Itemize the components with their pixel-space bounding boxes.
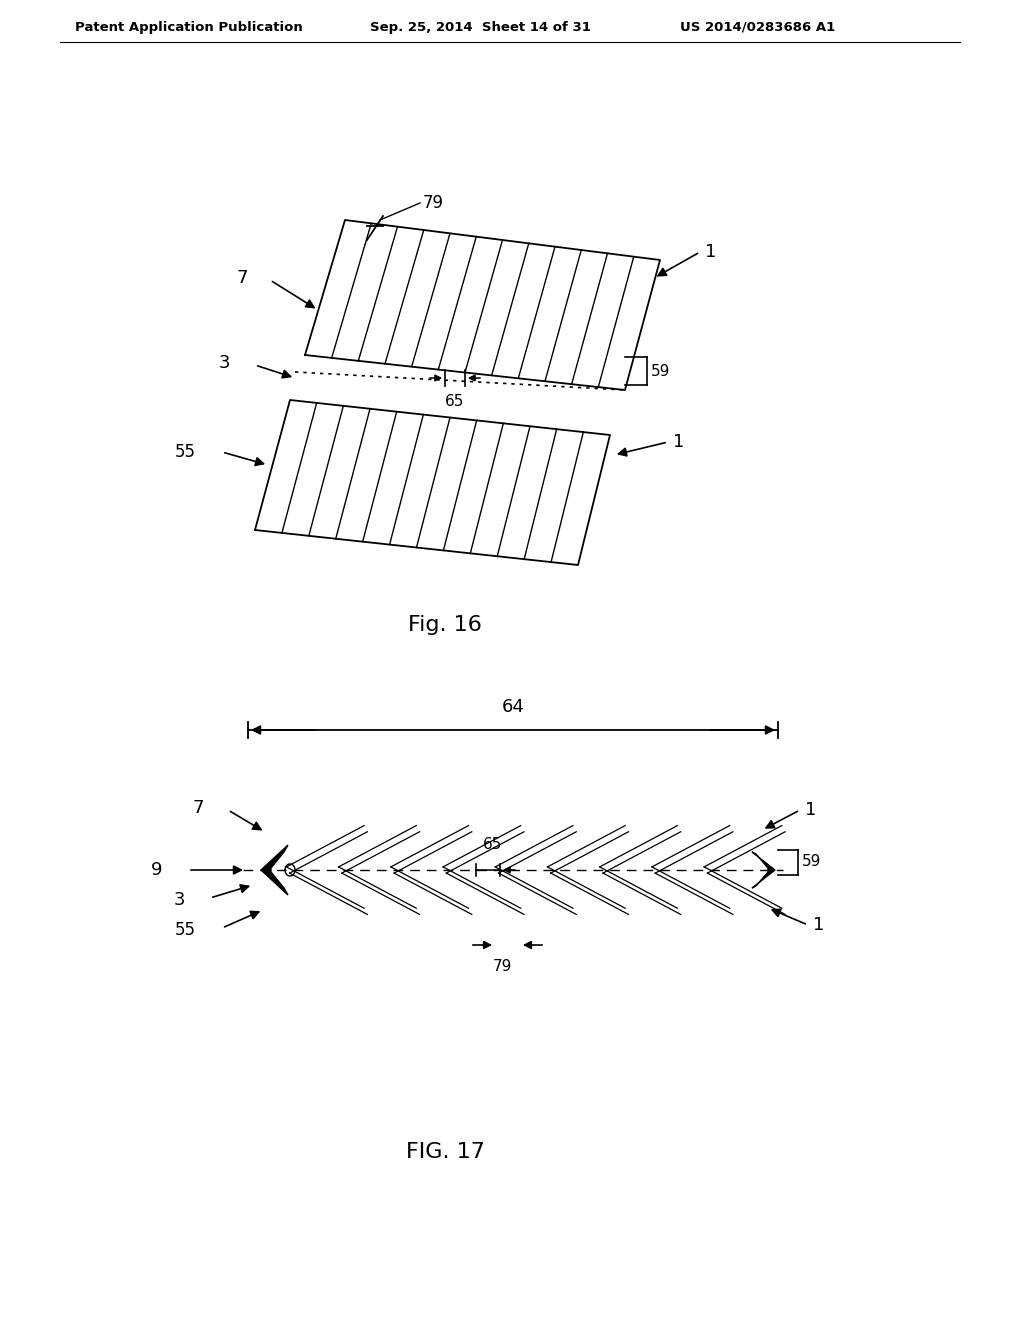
Text: 3: 3 <box>173 891 185 909</box>
Polygon shape <box>752 851 775 888</box>
Text: 55: 55 <box>175 444 196 461</box>
Text: 55: 55 <box>175 921 196 939</box>
Text: 59: 59 <box>802 854 821 870</box>
Text: 65: 65 <box>445 393 465 409</box>
Text: 1: 1 <box>805 801 816 818</box>
Text: 64: 64 <box>502 698 524 715</box>
Text: 7: 7 <box>237 269 248 286</box>
Text: 7: 7 <box>193 799 204 817</box>
Text: Fig. 16: Fig. 16 <box>408 615 482 635</box>
Text: 65: 65 <box>483 837 503 851</box>
Text: 1: 1 <box>673 433 684 451</box>
Text: Sep. 25, 2014  Sheet 14 of 31: Sep. 25, 2014 Sheet 14 of 31 <box>370 21 591 33</box>
Text: 1: 1 <box>705 243 717 261</box>
Text: FIG. 17: FIG. 17 <box>406 1142 484 1162</box>
Text: 9: 9 <box>151 861 162 879</box>
Text: 3: 3 <box>218 354 230 372</box>
Text: 1: 1 <box>813 916 824 935</box>
Text: 59: 59 <box>651 363 671 379</box>
Text: 79: 79 <box>423 194 444 213</box>
Text: US 2014/0283686 A1: US 2014/0283686 A1 <box>680 21 836 33</box>
Polygon shape <box>261 845 288 895</box>
Text: Patent Application Publication: Patent Application Publication <box>75 21 303 33</box>
Text: 79: 79 <box>493 960 512 974</box>
